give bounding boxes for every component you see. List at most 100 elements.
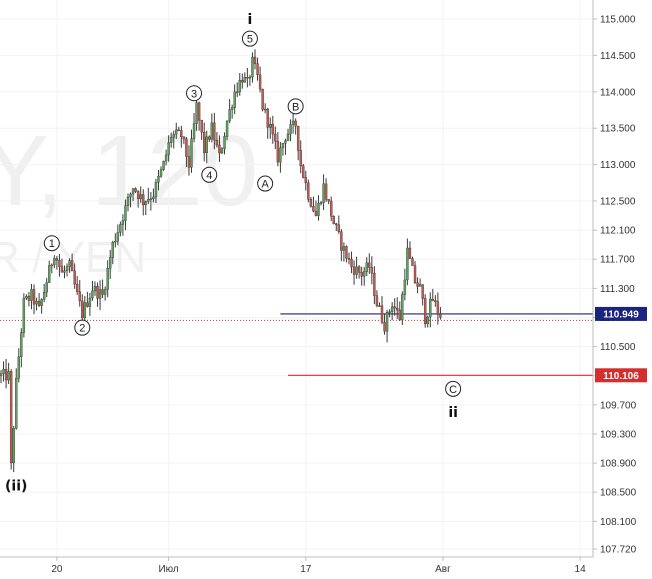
price-tag bbox=[595, 368, 647, 383]
candle-body bbox=[281, 143, 285, 149]
candle-body bbox=[50, 264, 53, 267]
candle-body bbox=[210, 122, 214, 140]
candle-body bbox=[223, 136, 226, 149]
candle-body bbox=[53, 258, 56, 266]
candle-body bbox=[251, 56, 254, 78]
candle-body bbox=[164, 154, 168, 162]
candle-body bbox=[30, 289, 33, 301]
candle-body bbox=[363, 271, 366, 277]
candle-body bbox=[98, 289, 102, 299]
candle-body bbox=[296, 125, 300, 151]
candle-body bbox=[274, 133, 277, 142]
candle-body bbox=[103, 289, 107, 295]
wave-circle bbox=[186, 85, 203, 102]
y-axis: 115.000 114.500 114.000 113.500 113.000 112.5… bbox=[592, 0, 637, 557]
candle-body bbox=[299, 150, 302, 166]
candle-body bbox=[335, 223, 338, 226]
candle-body bbox=[431, 298, 434, 301]
candle-body bbox=[370, 267, 374, 274]
candle-body bbox=[93, 285, 97, 292]
candle-body bbox=[96, 285, 99, 299]
candle-body bbox=[304, 177, 307, 184]
candle-body bbox=[373, 272, 376, 296]
wave-label: 3 bbox=[191, 88, 197, 100]
candle-body bbox=[81, 300, 84, 319]
candle-body bbox=[177, 129, 181, 132]
candle-body bbox=[291, 120, 295, 125]
candle-body bbox=[192, 123, 196, 139]
candle-body bbox=[220, 148, 224, 154]
wave-label: B bbox=[292, 101, 299, 113]
candle-body bbox=[187, 156, 191, 168]
candle-body bbox=[60, 266, 64, 273]
candle-body bbox=[337, 224, 341, 232]
candle-body bbox=[68, 260, 71, 268]
candle-body bbox=[175, 129, 178, 135]
candle-body bbox=[355, 266, 358, 275]
candle-body bbox=[436, 301, 440, 315]
x-tick-label: 20 bbox=[51, 564, 63, 575]
candle-body bbox=[106, 268, 109, 290]
y-tick-label: 111.300 bbox=[600, 284, 635, 295]
candle-body bbox=[200, 119, 203, 133]
candle-body bbox=[157, 175, 160, 183]
candle-body bbox=[58, 260, 61, 267]
y-tick-label: 108.100 bbox=[600, 517, 637, 528]
wave-circle bbox=[43, 235, 60, 252]
candle-body bbox=[228, 109, 231, 122]
candle-body bbox=[416, 282, 419, 287]
candle-body bbox=[266, 108, 269, 128]
candle-body bbox=[139, 194, 142, 199]
candle-body bbox=[342, 246, 346, 251]
candle-body bbox=[152, 196, 155, 200]
candle-body bbox=[258, 74, 262, 90]
candle-body bbox=[340, 231, 343, 251]
wave-circle bbox=[241, 30, 258, 47]
candle-body bbox=[388, 311, 391, 313]
candle-body bbox=[322, 183, 325, 203]
candle-body bbox=[330, 200, 333, 217]
candle-body bbox=[182, 136, 186, 140]
x-tick-label: 17 bbox=[300, 564, 312, 575]
candle-body bbox=[83, 302, 87, 319]
candle-body bbox=[63, 270, 66, 273]
candle-body bbox=[406, 247, 409, 281]
candle-body bbox=[279, 147, 282, 163]
wave-circle bbox=[445, 380, 462, 397]
candle-body bbox=[147, 199, 150, 202]
candle-body bbox=[154, 182, 158, 198]
candle-body bbox=[22, 297, 26, 333]
candle-body bbox=[243, 77, 247, 83]
candle-body bbox=[144, 201, 147, 205]
candle-body bbox=[319, 202, 323, 204]
candle-body bbox=[25, 296, 28, 299]
candle-body bbox=[385, 312, 389, 332]
candle-body bbox=[12, 428, 15, 464]
watermark-pair: R / YEN bbox=[0, 233, 146, 282]
wave-circle bbox=[201, 166, 218, 183]
candle-body bbox=[218, 144, 221, 154]
candle-body bbox=[345, 246, 348, 259]
candle-body bbox=[32, 289, 36, 305]
candle-body bbox=[20, 332, 23, 357]
candle-body bbox=[401, 294, 404, 321]
candle-body bbox=[238, 80, 241, 93]
candle-body bbox=[70, 260, 74, 272]
candle-body bbox=[114, 240, 117, 243]
y-tick-label: 114.500 bbox=[600, 51, 636, 62]
candle-body bbox=[230, 107, 234, 110]
candle-body bbox=[202, 132, 206, 154]
candle-body bbox=[393, 306, 396, 309]
candle-body bbox=[261, 88, 264, 110]
candle-body bbox=[294, 120, 297, 127]
y-tick-label: 112.500 bbox=[600, 197, 636, 208]
candle-body bbox=[225, 120, 229, 137]
candle-body bbox=[185, 138, 188, 157]
candle-body bbox=[136, 191, 140, 199]
candle-body bbox=[37, 300, 41, 306]
candle-body bbox=[121, 220, 125, 225]
y-tick-label: 109.700 bbox=[600, 400, 637, 411]
candle-body bbox=[332, 216, 335, 225]
wave-label: 4 bbox=[206, 170, 212, 182]
